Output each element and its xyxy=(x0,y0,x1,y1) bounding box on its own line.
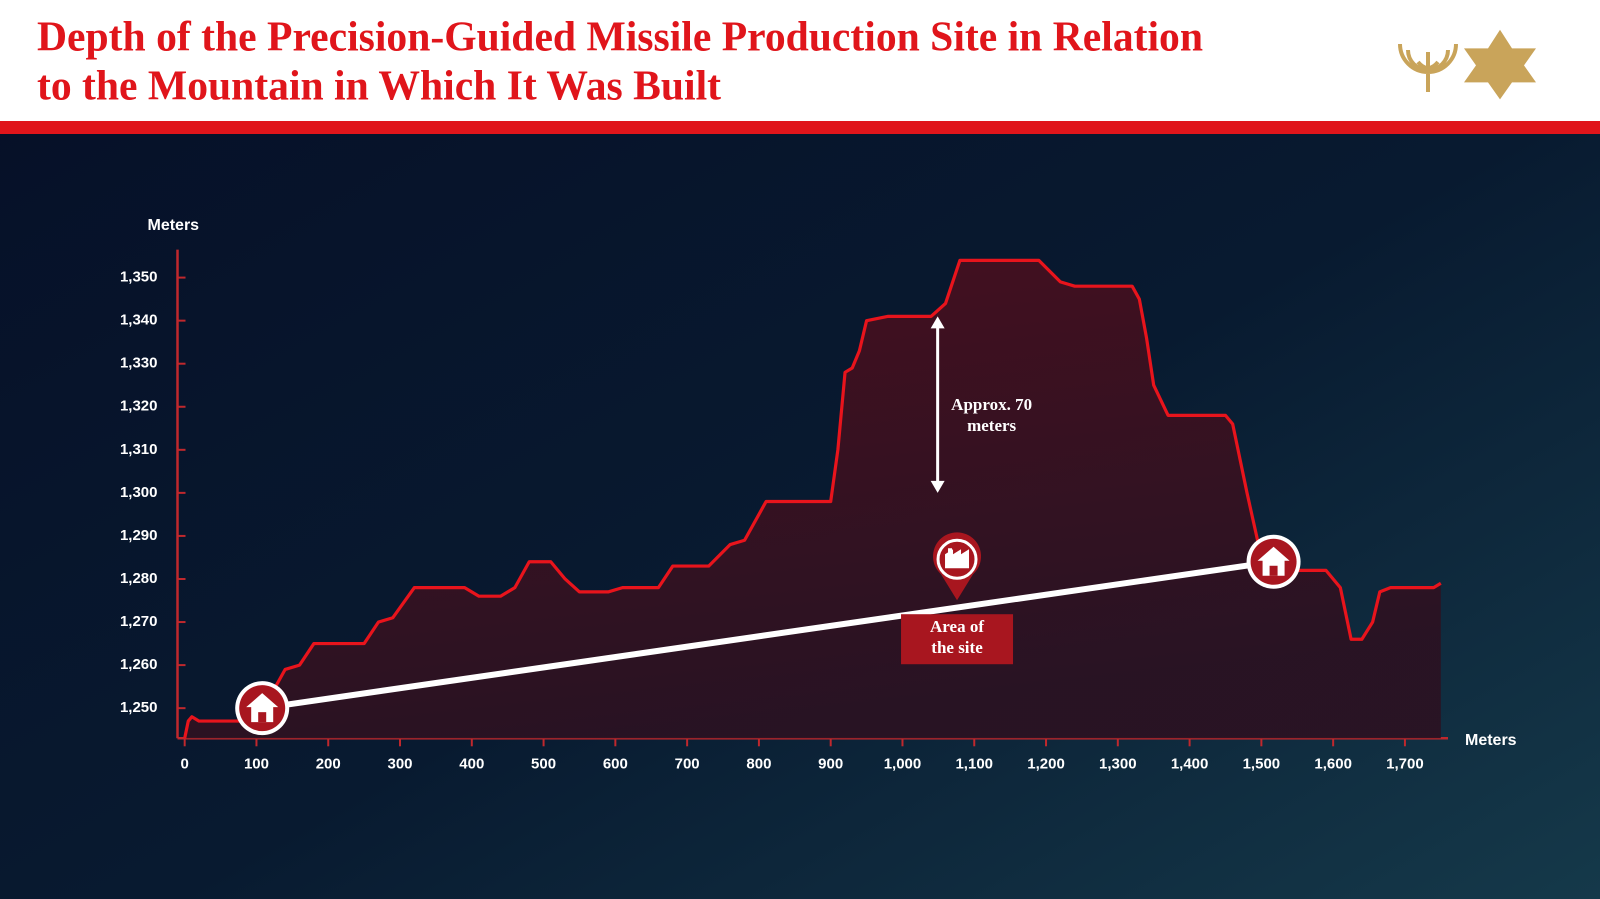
x-tick-label: 1,200 xyxy=(1027,755,1065,772)
x-tick-label: 300 xyxy=(388,755,413,772)
y-tick-label: 1,280 xyxy=(120,570,158,587)
y-tick-label: 1,290 xyxy=(120,527,158,544)
factory-icon xyxy=(945,548,970,569)
y-tick-label: 1,310 xyxy=(120,441,158,458)
pin-ring xyxy=(936,538,978,580)
site-label-box xyxy=(901,614,1014,665)
y-tick-label: 1,320 xyxy=(120,398,158,415)
x-tick-label: 200 xyxy=(316,755,341,772)
x-tick-label: 900 xyxy=(818,755,843,772)
header xyxy=(0,0,1600,121)
x-tick-label: 1,300 xyxy=(1099,755,1137,772)
site-label: the site xyxy=(931,638,983,657)
house-door xyxy=(1269,565,1278,576)
house-marker xyxy=(1246,534,1301,589)
house-icon xyxy=(1257,546,1290,576)
logos xyxy=(1398,29,1536,100)
title-line: Depth of the Precision-Guided Missile Pr… xyxy=(37,15,1203,61)
y-tick-label: 1,250 xyxy=(120,699,158,716)
site-pin xyxy=(933,532,982,601)
y-axis-label: Meters xyxy=(148,217,200,234)
house-marker xyxy=(235,681,290,736)
x-tick-label: 1,500 xyxy=(1243,755,1281,772)
y-tick-label: 1,300 xyxy=(120,484,158,501)
y-tick-label: 1,260 xyxy=(120,656,158,673)
y-tick-label: 1,350 xyxy=(120,269,158,286)
x-tick-label: 700 xyxy=(675,755,700,772)
y-tick-label: 1,270 xyxy=(120,613,158,630)
x-tick-label: 1,700 xyxy=(1386,755,1424,772)
x-tick-label: 1,000 xyxy=(884,755,922,772)
x-tick-label: 1,600 xyxy=(1314,755,1352,772)
header-band xyxy=(0,121,1600,134)
arrow-label: Approx. 70 xyxy=(951,395,1032,414)
y-tick-label: 1,330 xyxy=(120,355,158,372)
arrow-label: meters xyxy=(967,416,1016,435)
x-axis-label: Meters xyxy=(1465,732,1517,749)
arrow-head xyxy=(930,480,945,493)
house-door xyxy=(258,712,267,723)
x-tick-label: 600 xyxy=(603,755,628,772)
site-line xyxy=(261,558,1275,712)
y-tick-label: 1,340 xyxy=(120,312,158,329)
title-line: to the Mountain in Which It Was Built xyxy=(37,64,721,110)
x-tick-label: 400 xyxy=(459,755,484,772)
x-tick-label: 0 xyxy=(181,755,189,772)
house-icon xyxy=(246,693,279,723)
x-tick-label: 800 xyxy=(746,755,771,772)
area-fill xyxy=(184,260,1441,739)
x-tick-label: 500 xyxy=(531,755,556,772)
arrow-head xyxy=(930,316,945,329)
x-tick-label: 1,400 xyxy=(1171,755,1209,772)
x-tick-label: 1,100 xyxy=(955,755,993,772)
x-tick-label: 100 xyxy=(244,755,269,772)
site-label: Area of xyxy=(930,617,984,636)
